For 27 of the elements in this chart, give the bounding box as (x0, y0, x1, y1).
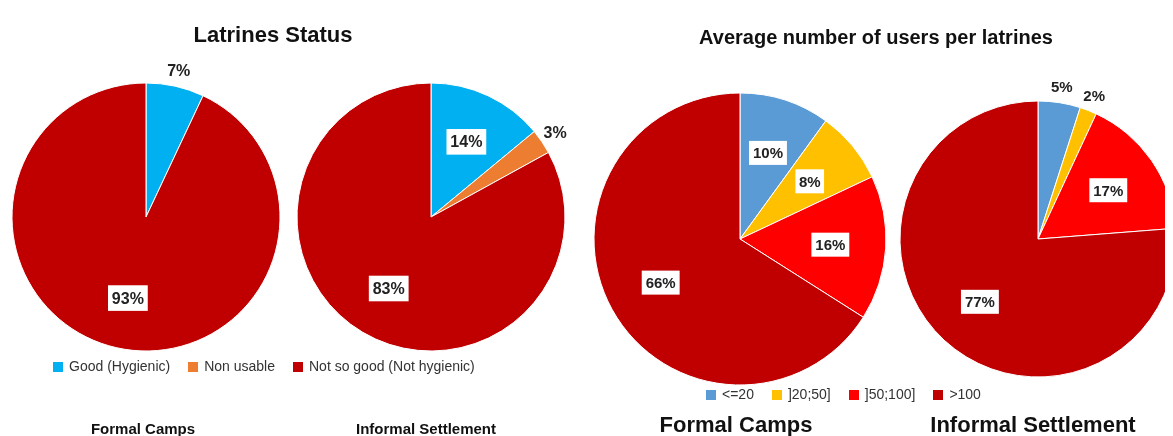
legend-label: Not so good (Not hygienic) (308, 358, 475, 374)
pie-slice (11, 82, 281, 352)
data-label: 16% (815, 236, 846, 254)
data-label: 77% (964, 293, 995, 311)
pie-slice (296, 82, 566, 352)
legend-label: ]50;100] (864, 386, 916, 402)
legend-label: >100 (949, 386, 981, 402)
data-label: 93% (111, 289, 144, 307)
text: Informal Settlement (929, 412, 1137, 436)
data-label: 83% (372, 280, 405, 298)
legend-label: Good (Hygienic) (69, 358, 171, 374)
text: Formal Camps (658, 412, 814, 436)
data-label: 66% (645, 274, 676, 292)
data-label: 17% (1093, 181, 1124, 199)
data-label: 2% (1083, 87, 1105, 105)
data-label: 3% (543, 124, 567, 142)
legend-label: ]20;50] (787, 386, 831, 402)
chart-title: Latrines Status (192, 22, 354, 48)
data-label: 10% (752, 144, 783, 162)
chart-title: Average number of users per latrines (698, 26, 1054, 49)
data-label: 5% (1051, 78, 1073, 96)
text: Informal Settlement (355, 420, 497, 436)
data-label: 14% (450, 133, 483, 151)
data-label: 8% (798, 172, 821, 190)
legend-label: Non usable (204, 358, 275, 374)
legend-label: <=20 (722, 386, 754, 402)
data-label: 7% (167, 62, 191, 80)
